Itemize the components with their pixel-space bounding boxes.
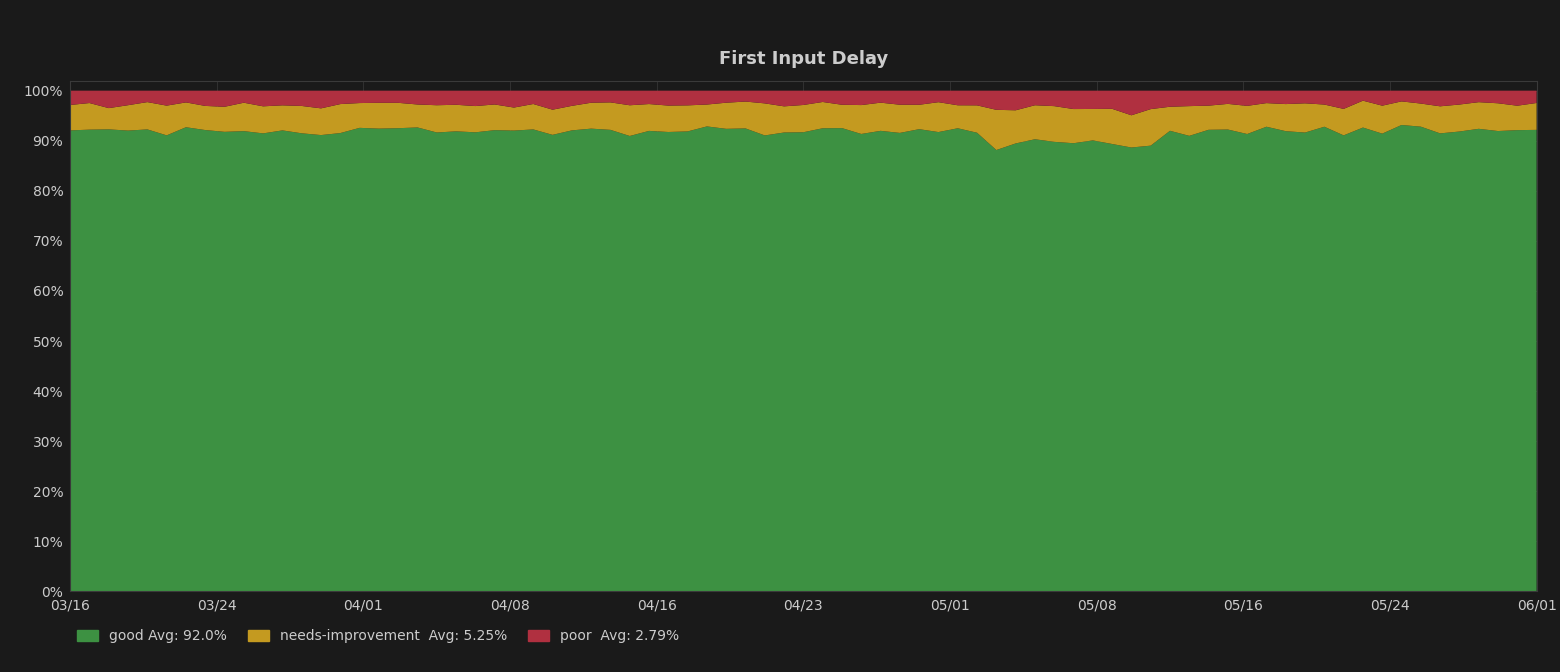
Legend: good Avg: 92.0%, needs-improvement  Avg: 5.25%, poor  Avg: 2.79%: good Avg: 92.0%, needs-improvement Avg: … — [76, 629, 679, 643]
Title: First Input Delay: First Input Delay — [719, 50, 888, 68]
